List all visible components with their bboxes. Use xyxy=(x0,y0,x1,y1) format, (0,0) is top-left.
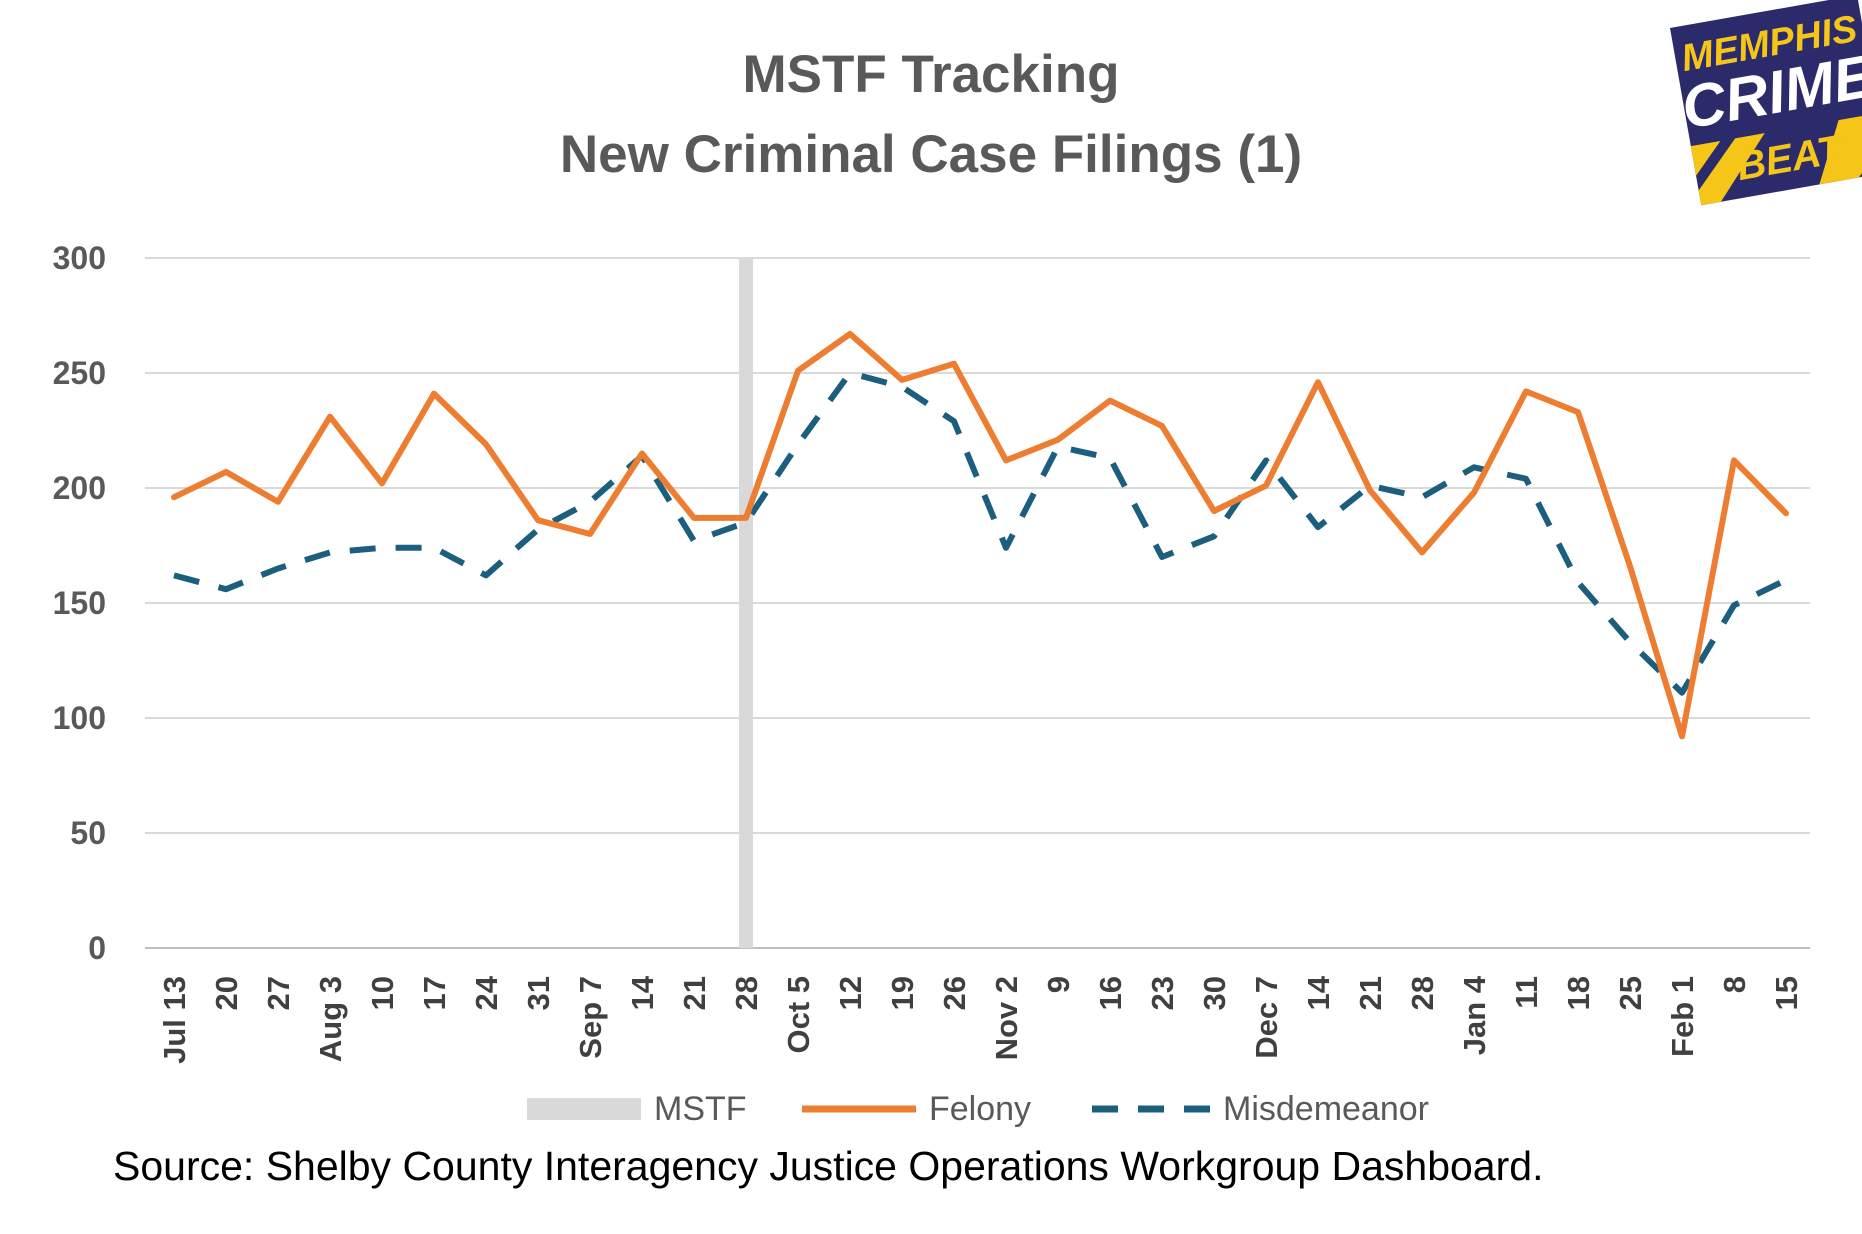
x-tick-label: 30 xyxy=(1197,976,1232,1010)
x-tick-label: 25 xyxy=(1613,976,1648,1010)
x-tick-label: 21 xyxy=(677,976,712,1010)
y-tick-label: 300 xyxy=(53,240,106,276)
x-tick-label: 15 xyxy=(1769,976,1804,1010)
x-tick-label: 14 xyxy=(1301,975,1336,1010)
x-tick-label: 19 xyxy=(885,976,920,1010)
memphis-crime-beat-logo: MEMPHIS CRIME BEAT xyxy=(1670,0,1862,206)
x-tick-label: 18 xyxy=(1561,976,1596,1010)
mstf-marker-layer xyxy=(739,258,753,948)
y-tick-label: 200 xyxy=(53,470,106,506)
x-tick-label: 27 xyxy=(261,976,296,1010)
legend: MSTF Felony Misdemeanor xyxy=(527,1090,1429,1128)
x-tick-label: 23 xyxy=(1145,976,1180,1010)
x-tick-label: Aug 3 xyxy=(313,976,348,1062)
x-tick-label: 21 xyxy=(1353,976,1388,1010)
x-tick-label: Nov 2 xyxy=(989,976,1024,1060)
x-tick-label: Jan 4 xyxy=(1457,975,1492,1055)
gridlines xyxy=(145,257,1810,949)
series-line-felony xyxy=(171,330,1789,740)
x-tick-label: 12 xyxy=(833,976,868,1010)
series-layer xyxy=(171,330,1789,740)
y-tick-label: 150 xyxy=(53,585,106,621)
x-tick-label: Dec 7 xyxy=(1249,976,1284,1059)
y-tick-label: 250 xyxy=(53,355,106,391)
y-tick-label: 0 xyxy=(88,930,106,966)
x-tick-label: Oct 5 xyxy=(781,976,816,1054)
x-tick-label: 14 xyxy=(625,975,660,1010)
chart-title-line1: MSTF Tracking xyxy=(743,45,1120,104)
legend-label-mstf: MSTF xyxy=(654,1090,747,1128)
series-line-misdemeanor xyxy=(173,370,1788,696)
y-tick-label: 100 xyxy=(53,700,106,736)
x-tick-label: 28 xyxy=(729,976,764,1010)
mstf-marker-bar xyxy=(739,258,753,948)
x-tick-label: 16 xyxy=(1093,976,1128,1010)
x-tick-label: 26 xyxy=(937,976,972,1010)
legend-label-misdemeanor: Misdemeanor xyxy=(1223,1090,1429,1128)
x-tick-label: 17 xyxy=(417,976,452,1010)
x-tick-label: Jul 13 xyxy=(157,976,192,1064)
x-tick-label: Feb 1 xyxy=(1665,976,1700,1057)
x-tick-label: 31 xyxy=(521,976,556,1010)
x-tick-label: 8 xyxy=(1717,976,1752,993)
x-tick-label: 24 xyxy=(469,975,504,1010)
y-tick-label: 50 xyxy=(70,815,106,851)
x-tick-label: 10 xyxy=(365,976,400,1010)
source-note: Source: Shelby County Interagency Justic… xyxy=(113,1143,1544,1189)
x-axis-ticks: Jul 13 20 27 Aug 3 10 17 24 31 Sep 7 14 21 28 Oct 5 1… xyxy=(157,975,1804,1064)
chart-title-line2: New Criminal Case Filings (1) xyxy=(560,125,1302,184)
x-tick-label: Sep 7 xyxy=(573,976,608,1059)
x-tick-label: 9 xyxy=(1041,976,1076,993)
x-tick-label: 11 xyxy=(1509,976,1544,1009)
x-tick-label: 28 xyxy=(1405,976,1440,1010)
legend-swatch-mstf xyxy=(527,1098,641,1120)
x-tick-label: 20 xyxy=(209,976,244,1010)
y-axis-ticks: 0 50 100 150 200 250 300 xyxy=(53,240,106,966)
legend-label-felony: Felony xyxy=(929,1090,1031,1128)
